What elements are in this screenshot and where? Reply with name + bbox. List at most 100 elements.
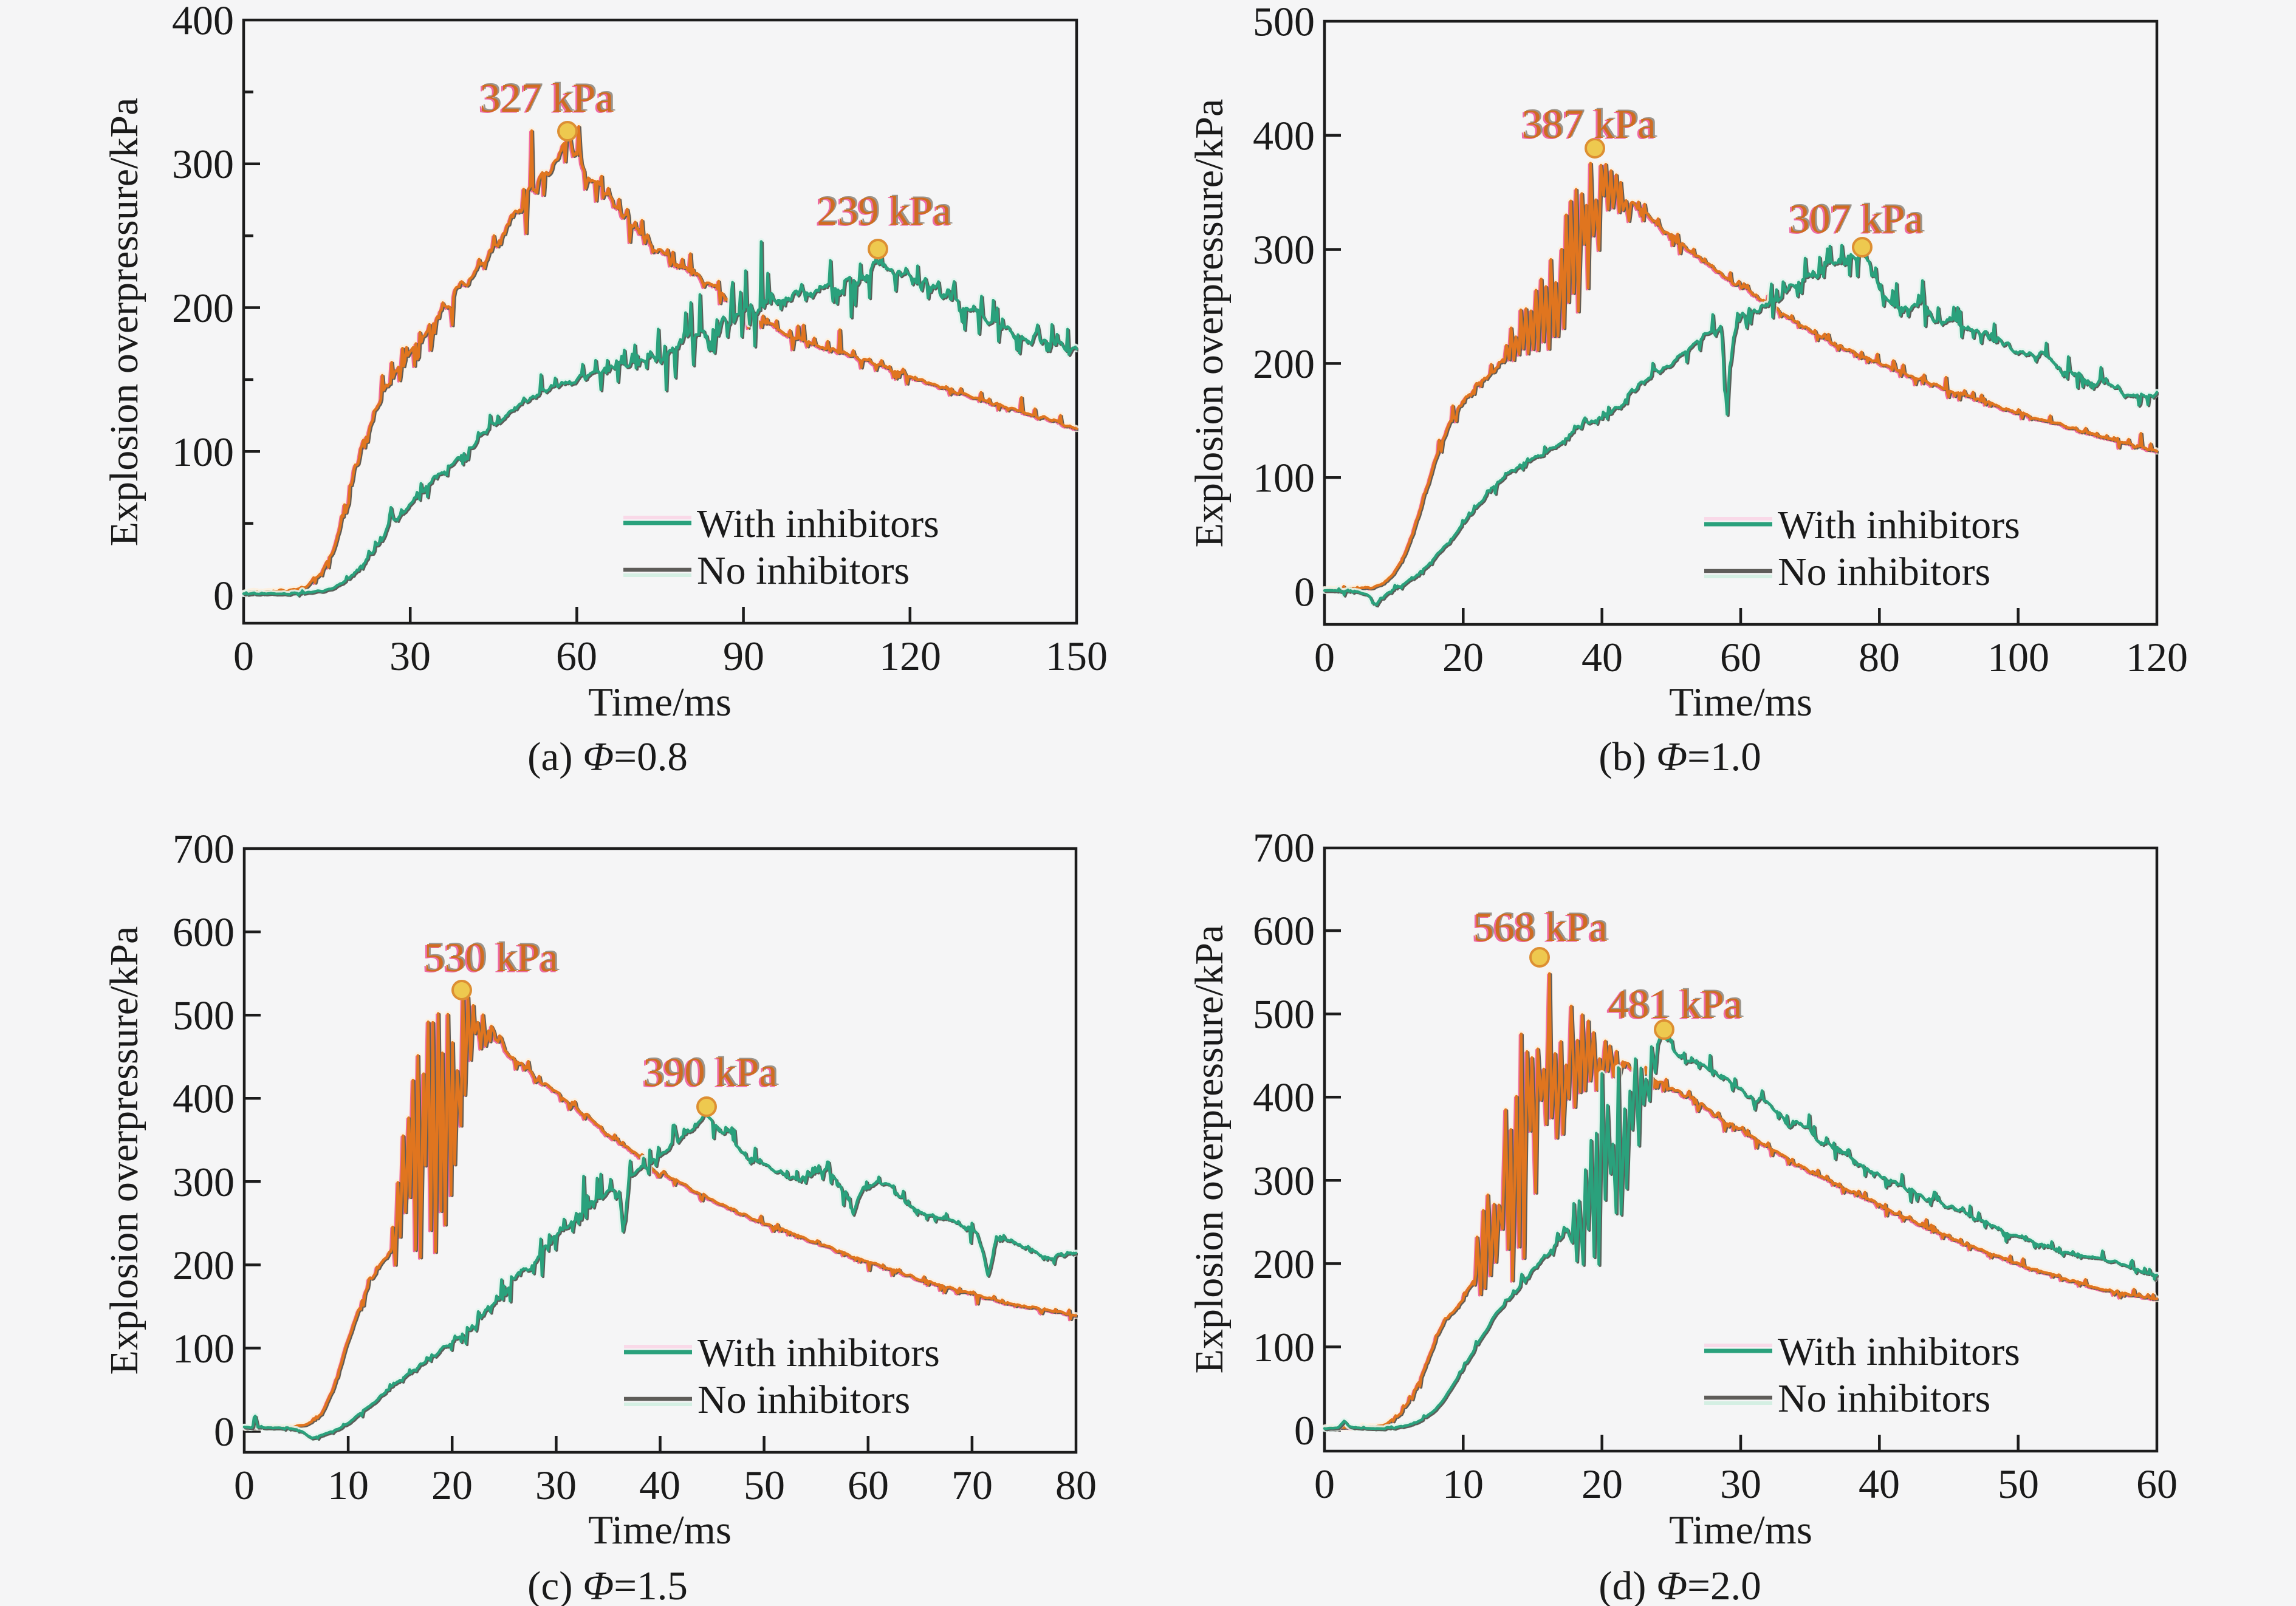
- svg-text:307 kPa: 307 kPa: [1787, 197, 1922, 243]
- svg-text:307 kPa: 307 kPa: [1789, 196, 1924, 242]
- svg-text:400: 400: [173, 1076, 235, 1122]
- svg-text:0: 0: [233, 633, 254, 679]
- svg-text:Explosion overpressure/kPa: Explosion overpressure/kPa: [1187, 925, 1232, 1374]
- svg-text:300: 300: [1253, 1158, 1315, 1204]
- svg-text:120: 120: [2126, 634, 2188, 680]
- svg-text:568 kPa: 568 kPa: [1475, 903, 1609, 949]
- svg-text:0: 0: [213, 573, 234, 619]
- svg-text:80: 80: [1055, 1462, 1097, 1508]
- svg-text:20: 20: [1581, 1461, 1623, 1507]
- svg-text:700: 700: [173, 826, 235, 872]
- svg-text:Time/ms: Time/ms: [588, 680, 732, 725]
- svg-text:387 kPa: 387 kPa: [1522, 101, 1656, 147]
- svg-text:100: 100: [172, 429, 234, 475]
- svg-text:481 kPa: 481 kPa: [1610, 980, 1744, 1026]
- svg-text:400: 400: [1253, 112, 1315, 159]
- svg-text:20: 20: [1442, 634, 1484, 680]
- svg-text:0: 0: [214, 1409, 235, 1455]
- svg-text:600: 600: [173, 909, 235, 955]
- svg-text:Explosion overpressure/kPa: Explosion overpressure/kPa: [1187, 99, 1232, 548]
- svg-text:Time/ms: Time/ms: [1669, 680, 1812, 725]
- svg-text:390 kPa: 390 kPa: [643, 1049, 778, 1095]
- svg-text:390 kPa: 390 kPa: [645, 1048, 780, 1094]
- svg-text:100: 100: [1987, 634, 2049, 680]
- svg-text:387 kPa: 387 kPa: [1520, 102, 1654, 148]
- svg-text:0: 0: [1294, 1407, 1315, 1454]
- svg-text:387 kPa: 387 kPa: [1524, 100, 1658, 146]
- svg-text:0: 0: [234, 1462, 255, 1508]
- svg-text:80: 80: [1859, 634, 1900, 680]
- svg-text:530 kPa: 530 kPa: [426, 933, 560, 979]
- svg-text:90: 90: [723, 633, 764, 679]
- svg-text:200: 200: [173, 1242, 235, 1288]
- svg-text:530 kPa: 530 kPa: [422, 935, 557, 982]
- svg-text:40: 40: [1581, 634, 1623, 680]
- svg-text:40: 40: [639, 1462, 680, 1508]
- svg-text:With inhibitors: With inhibitors: [1778, 503, 2020, 547]
- svg-text:Time/ms: Time/ms: [588, 1508, 732, 1553]
- svg-text:No inhibitors: No inhibitors: [1778, 550, 1990, 594]
- svg-text:50: 50: [744, 1462, 785, 1508]
- svg-text:(c) Φ=1.5: (c) Φ=1.5: [527, 1563, 688, 1606]
- svg-text:100: 100: [1253, 455, 1315, 501]
- svg-text:100: 100: [1253, 1324, 1315, 1370]
- svg-text:With inhibitors: With inhibitors: [1778, 1330, 2020, 1374]
- svg-text:120: 120: [879, 633, 941, 679]
- svg-text:With inhibitors: With inhibitors: [697, 502, 939, 546]
- svg-text:Explosion overpressure/kPa: Explosion overpressure/kPa: [102, 98, 146, 547]
- svg-text:50: 50: [1998, 1461, 2039, 1507]
- svg-text:500: 500: [173, 993, 235, 1039]
- svg-text:30: 30: [389, 633, 431, 679]
- svg-text:100: 100: [173, 1325, 235, 1372]
- svg-text:Time/ms: Time/ms: [1669, 1508, 1812, 1553]
- svg-text:No inhibitors: No inhibitors: [1778, 1376, 1990, 1421]
- svg-text:390 kPa: 390 kPa: [642, 1050, 776, 1096]
- svg-text:No inhibitors: No inhibitors: [697, 1378, 910, 1422]
- svg-text:239 kPa: 239 kPa: [817, 188, 951, 234]
- svg-text:307 kPa: 307 kPa: [1791, 194, 1925, 241]
- svg-text:239 kPa: 239 kPa: [815, 189, 950, 235]
- svg-text:60: 60: [556, 633, 597, 679]
- svg-text:327 kPa: 327 kPa: [482, 73, 616, 120]
- svg-text:(a) Φ=0.8: (a) Φ=0.8: [527, 734, 688, 779]
- svg-text:481 kPa: 481 kPa: [1606, 982, 1741, 1028]
- svg-text:60: 60: [848, 1462, 889, 1508]
- svg-text:500: 500: [1253, 991, 1315, 1037]
- svg-text:60: 60: [2136, 1461, 2178, 1507]
- svg-text:No inhibitors: No inhibitors: [697, 548, 910, 593]
- svg-text:481 kPa: 481 kPa: [1608, 981, 1743, 1027]
- svg-text:200: 200: [1253, 341, 1315, 387]
- svg-text:239 kPa: 239 kPa: [819, 186, 953, 233]
- svg-text:400: 400: [172, 0, 234, 44]
- svg-text:(d) Φ=2.0: (d) Φ=2.0: [1599, 1563, 1761, 1606]
- svg-text:327 kPa: 327 kPa: [478, 76, 612, 122]
- svg-text:10: 10: [327, 1462, 369, 1508]
- svg-text:40: 40: [1859, 1461, 1900, 1507]
- svg-text:300: 300: [1253, 227, 1315, 273]
- svg-text:0: 0: [1314, 634, 1335, 680]
- svg-text:568 kPa: 568 kPa: [1472, 905, 1606, 951]
- svg-text:150: 150: [1046, 633, 1108, 679]
- svg-text:500: 500: [1253, 0, 1315, 45]
- svg-text:20: 20: [431, 1462, 473, 1508]
- svg-text:300: 300: [173, 1159, 235, 1205]
- svg-text:600: 600: [1253, 908, 1315, 954]
- svg-text:0: 0: [1314, 1461, 1335, 1507]
- svg-text:10: 10: [1442, 1461, 1484, 1507]
- svg-text:Explosion overpressure/kPa: Explosion overpressure/kPa: [102, 926, 146, 1375]
- svg-text:327 kPa: 327 kPa: [480, 75, 614, 121]
- svg-text:30: 30: [1720, 1461, 1761, 1507]
- svg-text:30: 30: [535, 1462, 577, 1508]
- svg-text:60: 60: [1720, 634, 1761, 680]
- svg-text:300: 300: [172, 141, 234, 187]
- svg-text:(b) Φ=1.0: (b) Φ=1.0: [1599, 734, 1761, 779]
- svg-text:200: 200: [172, 285, 234, 331]
- svg-text:568 kPa: 568 kPa: [1473, 904, 1608, 950]
- svg-text:With inhibitors: With inhibitors: [697, 1331, 940, 1375]
- svg-text:700: 700: [1253, 825, 1315, 871]
- svg-text:0: 0: [1294, 569, 1315, 615]
- svg-text:400: 400: [1253, 1075, 1315, 1121]
- svg-text:530 kPa: 530 kPa: [424, 934, 558, 980]
- svg-text:200: 200: [1253, 1241, 1315, 1287]
- svg-text:70: 70: [951, 1462, 993, 1508]
